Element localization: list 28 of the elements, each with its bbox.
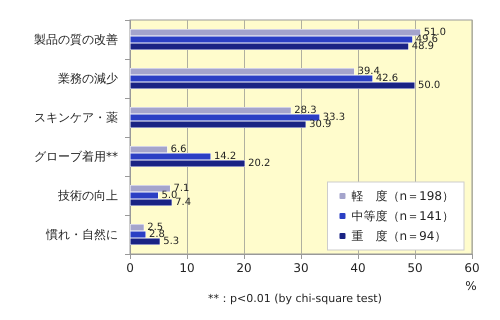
x-tick-label: 50 <box>407 261 423 275</box>
y-tick-label: 技術の向上 <box>57 188 118 202</box>
text: **：p<0.01 (by chi-square test) <box>208 292 382 305</box>
x-tick-label: 20 <box>236 261 252 275</box>
data-label: 30.9 <box>309 119 332 130</box>
data-label: 28.3 <box>294 105 317 116</box>
x-tick-label: 30 <box>293 261 309 275</box>
x-tick-label: 0 <box>126 261 134 275</box>
data-label: 5.3 <box>163 236 180 247</box>
legend-label: 重 度（n＝94） <box>351 229 446 243</box>
data-label: 5.0 <box>162 190 178 201</box>
y-tick-label: 製品の質の改善 <box>34 32 118 46</box>
data-label: 50.0 <box>418 80 440 91</box>
y-tick-label: 業務の減少 <box>58 72 118 86</box>
x-tick-label: 10 <box>179 261 195 275</box>
data-label: 7.4 <box>175 197 192 208</box>
data-label: 20.2 <box>248 158 270 169</box>
x-axis-title: % <box>465 279 477 293</box>
y-tick-label: スキンケア・薬 <box>34 110 118 124</box>
legend-label: 軽 度（n＝198） <box>351 189 454 203</box>
data-label: 6.6 <box>170 144 187 155</box>
x-tick-label: 60 <box>464 261 480 275</box>
data-label: 14.2 <box>214 151 236 162</box>
y-tick-label: 慣れ・自然に <box>45 228 118 242</box>
y-tick-label: グローブ着用** <box>34 150 118 164</box>
x-tick-label: 40 <box>350 261 366 275</box>
legend-label: 中等度（n＝141） <box>351 209 454 223</box>
data-label: 42.6 <box>376 73 398 84</box>
